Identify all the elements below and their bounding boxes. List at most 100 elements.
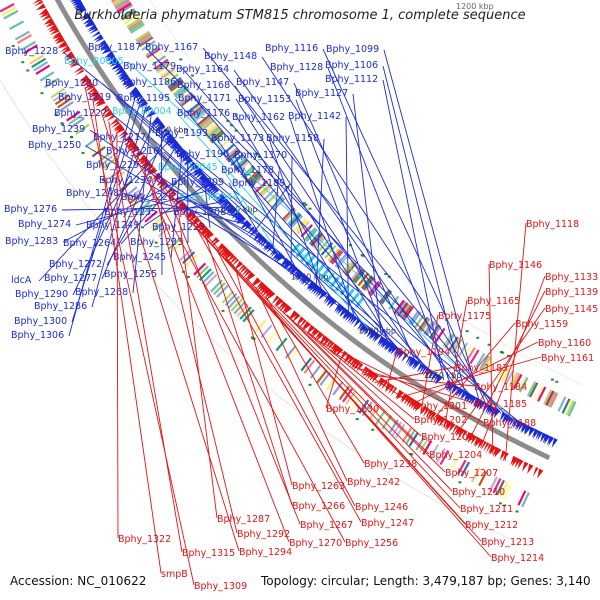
cog-category-bar-outer [275, 337, 288, 352]
gene-label-right: Bphy_1159 [515, 319, 568, 330]
gc-skew-mark [141, 226, 144, 229]
minus-strand-gene [309, 327, 318, 337]
plus-strand-gene [544, 434, 551, 445]
gc-skew-mark [487, 343, 491, 346]
minus-strand-gene [278, 301, 286, 310]
plus-strand-gene [388, 343, 397, 354]
cog-category-bar-outer [52, 91, 68, 102]
cog-category-bar-inner [205, 124, 219, 137]
left-leader-line [382, 79, 445, 381]
gene-label-left: Bphy_1276 [4, 204, 57, 215]
minus-strand-gene [429, 411, 437, 421]
rna-feature [305, 255, 316, 267]
gene-label-left: Bphy_1153 [238, 94, 291, 105]
right-leader-line [443, 299, 468, 428]
gene-label-right: Bphy_1194 [397, 347, 450, 358]
cog-category-bar-inner [401, 304, 413, 320]
gene-label-left: Bphy_1171 [178, 93, 231, 104]
minus-strand-gene [106, 114, 116, 122]
plus-strand-gene [111, 62, 121, 70]
left-leader-line [202, 47, 502, 414]
gc-skew-mark [355, 418, 359, 421]
gene-label-left: Bphy_1228 [5, 46, 58, 57]
cog-category-bar-outer [488, 476, 498, 492]
cog-category-bar-inner [199, 117, 214, 130]
cog-category-bar-outer [3, 9, 19, 20]
minus-strand-gene [258, 283, 268, 293]
minus-strand-gene [485, 443, 492, 453]
plus-strand-gene [528, 426, 536, 437]
cog-category-bar-inner [126, 17, 142, 29]
left-leader-line [221, 167, 280, 255]
accession-text: Accession: NC_010622 [10, 574, 147, 588]
cog-category-bar-inner [121, 9, 137, 21]
cog-category-bar-inner [434, 327, 446, 343]
plus-strand-gene [339, 307, 347, 317]
minus-strand-gene [319, 334, 329, 345]
plus-strand-gene [280, 257, 288, 267]
gene-label-left: Bphy_1186 [123, 77, 176, 88]
cog-category-bar-inner [113, 0, 126, 7]
cog-category-bar-outer [517, 490, 527, 506]
gene-label-left: Bphy_1219 [58, 92, 111, 103]
gene-label-right: Bphy_1201 [414, 401, 467, 412]
cog-category-bar-outer [418, 438, 429, 453]
gene-label-left: Bphy_1223 [152, 222, 205, 233]
gc-skew-mark [230, 124, 234, 127]
gene-label-left: Bphy_1195 [117, 93, 170, 104]
left-leader-line [175, 111, 369, 329]
cog-category-bar-inner [241, 165, 255, 178]
gc-skew-mark [26, 69, 30, 72]
plus-strand-gene [466, 393, 474, 404]
minus-strand-gene [262, 286, 272, 296]
gene-label-right: Bphy_1118 [526, 219, 579, 230]
plus-strand-gene [117, 70, 127, 78]
minus-strand-gene [356, 362, 364, 372]
minus-strand-gene [119, 131, 129, 140]
cog-category-bar-inner [561, 398, 571, 414]
minus-strand-gene [467, 433, 475, 444]
plus-strand-gene [347, 313, 355, 323]
minus-strand-gene [537, 468, 544, 479]
right-leader-line [363, 374, 475, 387]
cog-category-bar-inner [357, 272, 370, 287]
cog-category-bar-inner [193, 110, 208, 123]
gene-label-left: Bphy_1173 [211, 133, 264, 144]
plus-strand-gene [80, 12, 90, 20]
minus-strand-gene [452, 424, 458, 435]
left-leader-line [132, 111, 152, 294]
minus-strand-gene [57, 41, 67, 48]
minus-strand-gene [349, 358, 357, 367]
cog-category-bar-inner [258, 183, 272, 196]
minus-strand-gene [197, 223, 207, 232]
minus-strand-gene [445, 420, 454, 431]
gc-skew-mark [179, 58, 183, 61]
minus-strand-gene [47, 24, 57, 31]
minus-strand-gene [237, 264, 246, 273]
minus-strand-gene [412, 400, 421, 411]
minus-strand-gene [112, 123, 122, 131]
right-leader-line [177, 207, 218, 519]
rna-feature [354, 296, 365, 308]
gene-label-left: Bphy_1099 [326, 44, 379, 55]
plus-strand-gene [478, 400, 486, 411]
minus-strand-gene [289, 310, 299, 320]
cog-category-bar-inner [313, 236, 327, 250]
minus-strand-gene [73, 66, 83, 74]
gene-label-right: Bphy_1270 [289, 538, 342, 549]
cog-category-bar-inner [444, 334, 455, 349]
plus-strand-gene [89, 27, 99, 35]
right-leader-line [385, 350, 398, 391]
cog-category-bar-outer [54, 94, 70, 106]
plus-strand-gene [378, 336, 387, 347]
minus-strand-gene [85, 84, 95, 92]
gc-skew-mark [304, 203, 308, 206]
cog-category-bar-outer [144, 210, 158, 223]
plus-strand-gene [361, 324, 370, 334]
gene-label-right: Bphy_1165 [467, 296, 520, 307]
plus-strand-gene [210, 188, 219, 197]
left-leader-line [295, 99, 389, 344]
gene-label-left: Bphy_1277 [44, 273, 97, 284]
cog-category-bar-outer [239, 306, 252, 320]
cog-category-bar-outer [75, 123, 90, 135]
